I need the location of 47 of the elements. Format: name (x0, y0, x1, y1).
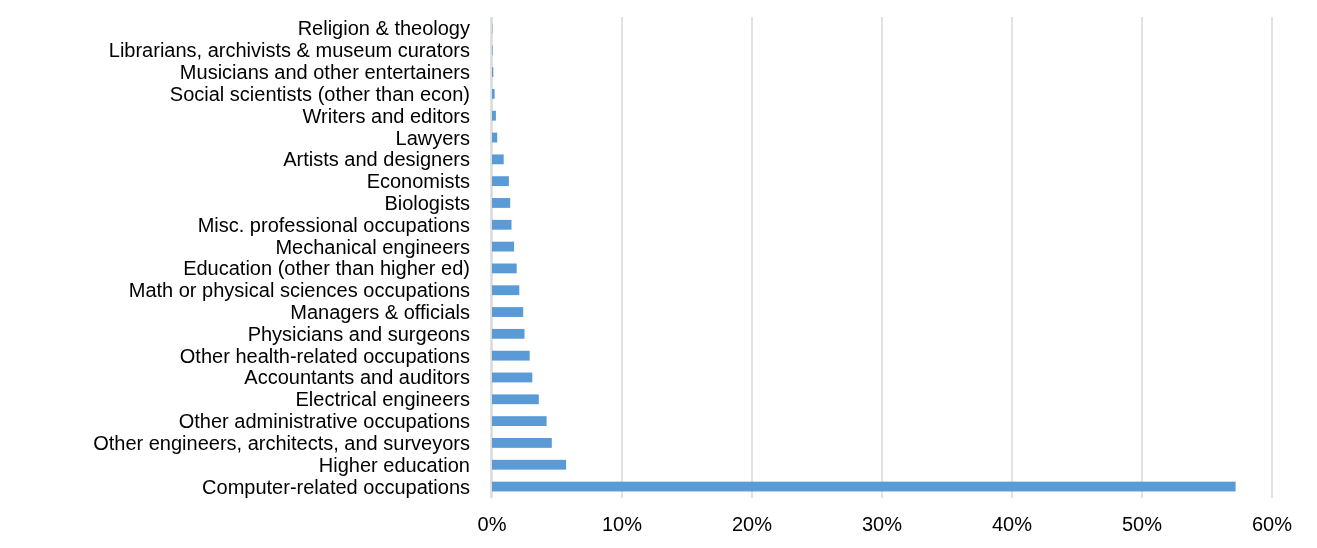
x-tick-label: 60% (1251, 513, 1293, 535)
bar (492, 219, 512, 230)
bar (492, 198, 511, 208)
y-tick-label: Economists (366, 170, 470, 193)
y-tick-label: Managers & officials (290, 301, 470, 324)
bar (492, 438, 552, 448)
x-tick-label: 20% (731, 513, 773, 535)
bar (492, 110, 496, 121)
bar (492, 372, 533, 383)
y-tick-label: Other health-related occupations (179, 344, 470, 367)
y-tick-label: Math or physical sciences occupations (128, 279, 470, 302)
y-tick-label: Musicians and other entertainers (179, 61, 470, 84)
bar (492, 459, 567, 470)
bar (492, 285, 520, 296)
bar (492, 88, 495, 99)
bar (492, 176, 509, 187)
bar (492, 350, 530, 361)
y-tick-label: Other engineers, architects, and surveyors (93, 431, 470, 454)
x-tick-label: 40% (991, 513, 1033, 535)
y-tick-label: Religion & theology (297, 17, 470, 40)
bar (492, 154, 504, 165)
bar (492, 328, 525, 339)
y-tick-label: Other administrative occupations (178, 410, 470, 433)
y-tick-label: Electrical engineers (295, 388, 470, 411)
y-tick-label: Artists and designers (283, 148, 470, 171)
x-tick-label: 50% (1121, 513, 1163, 535)
x-tick-label: 0% (477, 513, 507, 535)
bar (492, 394, 539, 405)
bar (492, 416, 547, 427)
y-tick-label: Education (other than higher ed) (183, 257, 470, 280)
y-tick-label: Mechanical engineers (275, 235, 470, 258)
y-tick-label: Biologists (384, 191, 470, 214)
y-tick-label: Librarians, archivists & museum curators (108, 39, 470, 62)
y-tick-label: Higher education (318, 453, 470, 476)
y-tick-label: Computer-related occupations (202, 475, 470, 498)
x-tick-label: 10% (601, 513, 643, 535)
bar (492, 307, 524, 317)
bar (492, 241, 515, 252)
y-tick-label: Misc. professional occupations (197, 213, 470, 236)
bar (492, 263, 517, 274)
y-tick-label: Writers and editors (302, 104, 470, 127)
bar (492, 481, 1236, 492)
y-tick-label: Lawyers (395, 126, 470, 149)
y-tick-label: Physicians and surgeons (247, 322, 470, 345)
y-tick-label: Accountants and auditors (244, 366, 470, 389)
x-tick-label: 30% (861, 513, 903, 535)
y-tick-label: Social scientists (other than econ) (169, 82, 470, 105)
